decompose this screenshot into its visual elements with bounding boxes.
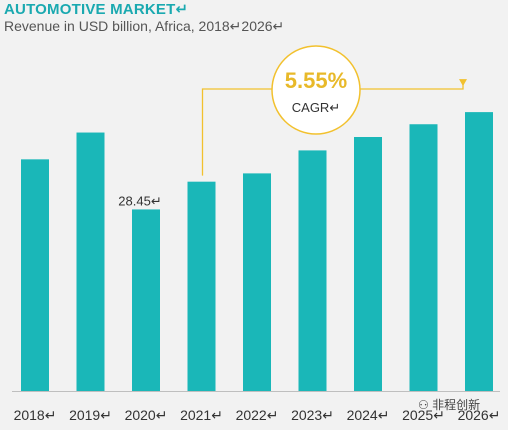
x-tick-label-2: 2020↵ xyxy=(125,407,168,423)
bar-2 xyxy=(132,209,160,391)
x-tick-label-8: 2026↵ xyxy=(458,407,501,423)
watermark-text: 非程创新 xyxy=(432,398,481,412)
bar-5 xyxy=(298,150,327,391)
x-tick-label-3: 2021↵ xyxy=(180,407,223,423)
bar-0 xyxy=(21,159,49,391)
cagr-bubble xyxy=(271,45,361,135)
bar-7 xyxy=(409,124,438,392)
x-tick-label-0: 2018↵ xyxy=(14,407,57,423)
cagr-arrowhead xyxy=(459,79,467,87)
x-tick-label-1: 2019↵ xyxy=(69,407,112,423)
x-tick-label-7: 2025↵ xyxy=(402,407,445,423)
cagr-connector-left xyxy=(201,88,272,176)
x-tick-label-6: 2024↵ xyxy=(347,407,390,423)
bar-4 xyxy=(243,173,271,391)
bar-6 xyxy=(354,137,382,391)
bar-3 xyxy=(187,181,216,391)
chart-title: AUTOMOTIVE MARKET↵ xyxy=(4,1,189,18)
bar-8 xyxy=(465,112,493,391)
cagr-label: CAGR↵ xyxy=(292,100,340,115)
watermark: ⚇ 非程创新 xyxy=(418,396,480,413)
x-tick-label-4: 2022↵ xyxy=(236,407,279,423)
x-tick-label-5: 2023↵ xyxy=(291,407,334,423)
cagr-connector-right xyxy=(360,82,464,90)
cagr-value: 5.55% xyxy=(285,68,347,93)
chart-subtitle: Revenue in USD billion, Africa, 2018↵202… xyxy=(4,18,285,34)
data-label-2: 28.45↵ xyxy=(118,193,161,208)
bar-1 xyxy=(76,132,105,391)
wechat-icon: ⚇ xyxy=(418,398,433,412)
